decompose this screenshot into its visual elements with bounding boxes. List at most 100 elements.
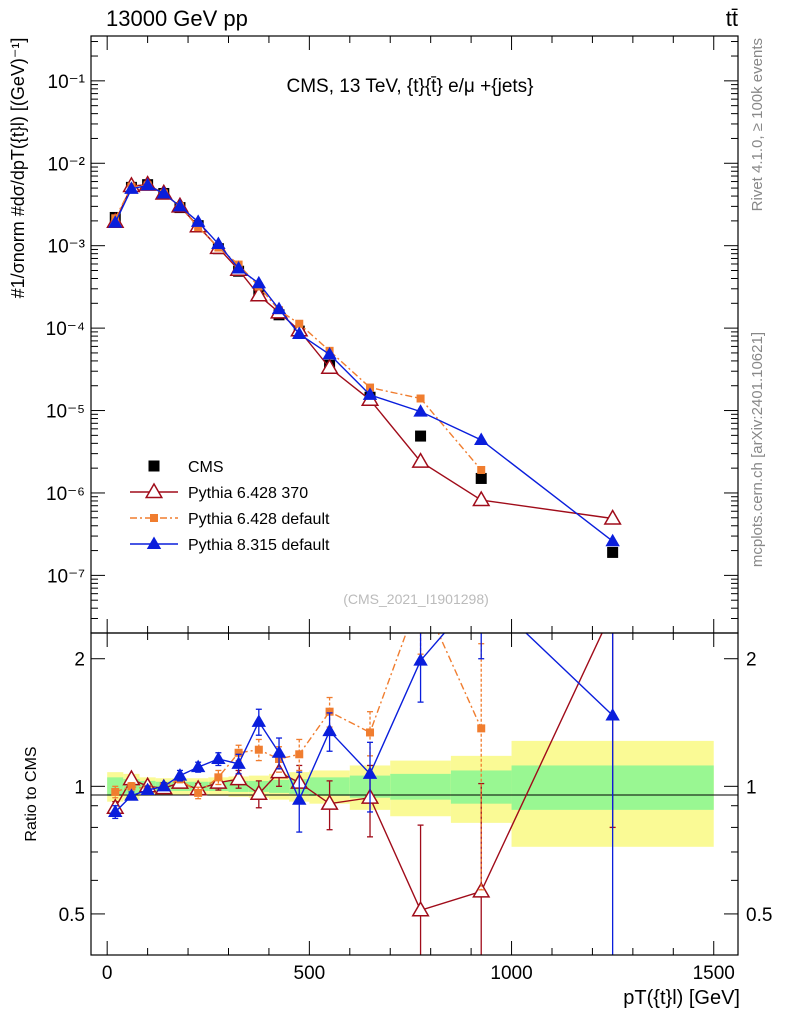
- x-tick-label: 500: [294, 963, 326, 984]
- legend-label: Pythia 6.428 default: [188, 511, 330, 528]
- ratio-y-axis-label: Ratio to CMS: [23, 746, 40, 841]
- data-point: [325, 707, 334, 716]
- data-point: [194, 223, 203, 232]
- data-point: [477, 465, 486, 474]
- data-point: [362, 387, 378, 400]
- watermark: (CMS_2021_I1901298): [343, 591, 489, 607]
- data-point: [477, 724, 486, 733]
- y-tick-label: 10⁻⁵: [46, 402, 85, 423]
- data-point: [295, 319, 304, 328]
- ratio-axis-ticks: [91, 633, 738, 955]
- series-line: [114, 184, 482, 471]
- series-pythia-8-315-default: [108, 177, 620, 547]
- data-point: [415, 430, 427, 442]
- data-point: [322, 346, 337, 360]
- data-point: [211, 751, 226, 765]
- data-point: [124, 181, 139, 194]
- data-point: [231, 756, 246, 769]
- data-point: [607, 546, 619, 558]
- data-point: [190, 759, 206, 773]
- ratio-y-tick-label: 2: [746, 650, 757, 671]
- data-point: [190, 214, 206, 227]
- ratio-y-tick-label: 0.5: [746, 905, 772, 926]
- y-tick-label: 10⁻⁷: [47, 566, 85, 587]
- data-point: [234, 748, 243, 757]
- data-point: [322, 723, 337, 737]
- data-point: [413, 653, 428, 666]
- series-cms: [109, 179, 619, 558]
- legend-entry: Pythia 8.315 default: [130, 536, 330, 554]
- data-point: [172, 768, 188, 781]
- energy-label: 13000 GeV pp: [106, 6, 248, 31]
- ratio-tick-labels: 0.5 0.5 1 1 2 2 0 500 1000 1500: [59, 650, 773, 984]
- process-label: tt̄: [726, 6, 738, 31]
- data-point: [411, 900, 430, 917]
- x-tick-label: 1500: [693, 963, 735, 984]
- y-tick-label: 10⁻⁴: [46, 319, 85, 340]
- ratio-panel: 0.5 0.5 1 1 2 2 0 500 1000 1500 Ratio to CMS pT({…: [23, 632, 773, 1009]
- series-pythia-6-428-370: [106, 175, 622, 525]
- ratio-line: [114, 633, 614, 813]
- main-title: CMS, 13 TeV, {t}{t̄} e/μ +{jets}: [286, 76, 533, 97]
- data-point: [254, 745, 263, 754]
- data-point: [144, 482, 164, 499]
- series-pythia-6-428-default: [111, 181, 486, 474]
- data-point: [140, 177, 155, 191]
- legend-label: CMS: [188, 459, 224, 476]
- x-axis-label: pT({t}l) [GeV]: [623, 987, 740, 1009]
- legend-entry: CMS: [148, 459, 224, 476]
- data-point: [108, 215, 123, 228]
- data-point: [295, 750, 304, 759]
- data-point: [111, 787, 120, 796]
- data-point: [320, 794, 339, 810]
- ratio-y-tick-label: 2: [74, 650, 85, 671]
- data-point: [172, 198, 188, 212]
- main-y-tick-labels: 10⁻⁷ 10⁻⁶ 10⁻⁵ 10⁻⁴ 10⁻³ 10⁻² 10⁻¹: [46, 72, 85, 588]
- data-point: [269, 762, 289, 779]
- main-y-axis-label: #1/σnorm #dσ/dpT({t}l) [(GeV)⁻¹]: [8, 38, 28, 299]
- data-point: [320, 358, 339, 375]
- inner-band: [390, 773, 451, 800]
- rivet-label: Rivet 4.1.0, ≥ 100k events: [749, 38, 766, 211]
- main-axis-ticks: [91, 36, 738, 634]
- data-point: [229, 769, 248, 786]
- y-tick-label: 10⁻⁶: [46, 484, 85, 505]
- y-tick-label: 10⁻¹: [48, 72, 86, 93]
- data-point: [211, 236, 226, 249]
- data-point: [603, 508, 622, 525]
- data-point: [251, 714, 267, 727]
- ratio-y-tick-label: 0.5: [59, 905, 85, 926]
- x-tick-label: 0: [102, 963, 113, 984]
- data-point: [194, 788, 203, 797]
- x-tick-label: 1000: [490, 963, 532, 984]
- data-point: [214, 773, 223, 782]
- data-point: [156, 778, 171, 792]
- data-point: [474, 432, 489, 445]
- data-point: [292, 326, 307, 339]
- data-point: [362, 766, 378, 779]
- data-point: [127, 782, 136, 791]
- data-point: [124, 788, 139, 801]
- legend-label: Pythia 6.428 370: [188, 485, 308, 502]
- data-point: [108, 804, 123, 818]
- y-tick-label: 10⁻²: [48, 154, 86, 175]
- data-point: [148, 460, 160, 472]
- data-point: [413, 404, 428, 417]
- legend-label: Pythia 8.315 default: [188, 537, 330, 554]
- data-point: [150, 514, 158, 522]
- legend: CMS Pythia 6.428 370 Pythia 6.428 default P…: [130, 459, 330, 554]
- data-point: [271, 301, 287, 315]
- ratio-y-tick-label: 1: [74, 777, 85, 798]
- data-point: [271, 745, 287, 758]
- ratio-series-pythia-8-315-default: [108, 633, 620, 955]
- data-point: [231, 260, 246, 274]
- data-point: [146, 536, 162, 550]
- data-point: [605, 707, 620, 721]
- source-label: mcplots.cern.ch [arXiv:2401.10621]: [749, 332, 766, 567]
- data-point: [249, 285, 268, 302]
- data-point: [605, 533, 620, 547]
- data-point: [366, 728, 375, 737]
- data-point: [156, 186, 171, 199]
- data-point: [475, 472, 487, 484]
